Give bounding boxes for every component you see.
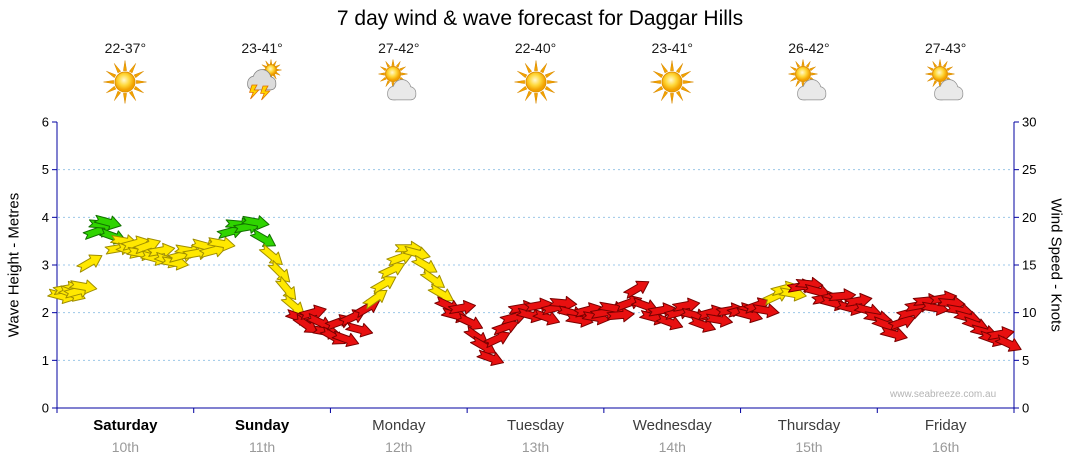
- left-tick-label: 4: [42, 210, 49, 225]
- day-column-monday: 27-42°: [330, 40, 467, 107]
- day-temp: 23-41°: [651, 40, 693, 56]
- day-label-column: Tuesday 13th: [467, 417, 604, 455]
- thunderstorm-icon: [247, 59, 282, 101]
- day-temp: 22-37°: [104, 40, 147, 56]
- day-label-column: Wednesday 14th: [604, 417, 741, 455]
- right-tick-label: 15: [1022, 258, 1036, 273]
- day-name: Saturday: [93, 417, 158, 434]
- wind-arrow: [345, 322, 374, 338]
- right-tick-label: 30: [1022, 115, 1036, 130]
- day-name: Sunday: [234, 417, 290, 434]
- day-column-friday: 27-43°: [877, 40, 1014, 107]
- wind-arrow: [275, 276, 297, 301]
- weather-icon-wrap: [375, 59, 423, 107]
- day-name: Thursday: [777, 417, 841, 434]
- day-column-sunday: 23-41°: [194, 40, 331, 107]
- right-tick-label: 0: [1022, 401, 1029, 416]
- wind-arrow: [476, 349, 505, 367]
- wind-arrow: [267, 259, 291, 283]
- day-name: Monday: [372, 417, 426, 434]
- days-footer: Saturday 10th Sunday 11th Monday 12th Tuesday 1…: [57, 417, 1014, 455]
- wind-arrow: [331, 330, 360, 348]
- day-date: 13th: [521, 439, 550, 455]
- partly-cloudy-icon: [925, 59, 963, 101]
- weather-icon-wrap: [922, 59, 970, 107]
- wind-arrow: [623, 280, 650, 299]
- watermark: www.seabreeze.com.au: [890, 389, 997, 400]
- wind-arrow: [241, 215, 270, 231]
- wind-arrow: [751, 303, 780, 319]
- left-tick-label: 5: [42, 162, 49, 177]
- day-name: Friday: [924, 417, 967, 434]
- partly-cloudy-icon: [378, 59, 416, 101]
- wind-arrow: [879, 326, 908, 343]
- right-tick-label: 10: [1022, 305, 1036, 320]
- wind-arrow: [207, 236, 236, 252]
- day-temp: 22-40°: [514, 40, 557, 56]
- weather-icon-wrap: [512, 59, 560, 107]
- day-column-wednesday: 23-41°: [604, 40, 741, 107]
- day-name: Tuesday: [507, 417, 564, 434]
- day-label-column: Thursday 15th: [741, 417, 878, 455]
- day-date: 11th: [248, 439, 276, 455]
- days-header: 22-37° 23-41° 27-42° 22-40° 23-41° 26-42° 27-4…: [57, 40, 1014, 107]
- day-temp: 23-41°: [241, 40, 283, 56]
- day-temp: 27-43°: [924, 40, 967, 56]
- wind-arrow: [994, 334, 1022, 352]
- left-tick-label: 3: [42, 258, 49, 273]
- sunny-icon: [103, 60, 147, 104]
- day-date: 12th: [385, 439, 413, 455]
- wave-axis-label: Wave Height - Metres: [5, 192, 23, 338]
- wind-arrow: [258, 243, 283, 265]
- day-label-column: Sunday 11th: [194, 417, 331, 455]
- day-temp: 27-42°: [378, 40, 420, 56]
- weather-icon-wrap: [648, 59, 696, 107]
- weather-icon-wrap: [101, 59, 149, 107]
- weather-icon-wrap: [785, 59, 833, 107]
- day-date: 10th: [111, 439, 139, 455]
- left-tick-label: 6: [42, 115, 49, 130]
- day-label-column: Monday 12th: [330, 417, 467, 455]
- day-date: 15th: [795, 439, 823, 455]
- day-column-tuesday: 22-40°: [467, 40, 604, 107]
- day-date: 16th: [932, 439, 960, 455]
- sunny-icon: [650, 60, 694, 104]
- wind-arrow: [69, 279, 98, 295]
- wind-arrow: [249, 228, 277, 247]
- day-name: Wednesday: [632, 417, 712, 434]
- day-date: 14th: [658, 439, 686, 455]
- partly-cloudy-icon: [788, 59, 827, 101]
- wind-arrow: [447, 299, 476, 315]
- right-tick-label: 5: [1022, 353, 1029, 368]
- page-title: 7 day wind & wave forecast for Daggar Hi…: [336, 7, 744, 30]
- weather-icon-wrap: [238, 59, 286, 107]
- left-tick-label: 0: [42, 401, 49, 416]
- day-column-saturday: 22-37°: [57, 40, 194, 107]
- day-label-column: Saturday 10th: [57, 417, 194, 455]
- day-temp: 26-42°: [788, 40, 830, 56]
- sunny-icon: [513, 60, 558, 104]
- left-tick-label: 2: [42, 305, 49, 320]
- wind-axis-label: Wind Speed - Knots: [1047, 198, 1065, 332]
- day-column-thursday: 26-42°: [741, 40, 878, 107]
- right-tick-label: 20: [1022, 210, 1036, 225]
- wind-arrow: [76, 254, 103, 273]
- right-tick-label: 25: [1022, 162, 1036, 177]
- left-tick-label: 1: [42, 353, 49, 368]
- day-label-column: Friday 16th: [877, 417, 1014, 455]
- wind-arrow: [93, 214, 122, 231]
